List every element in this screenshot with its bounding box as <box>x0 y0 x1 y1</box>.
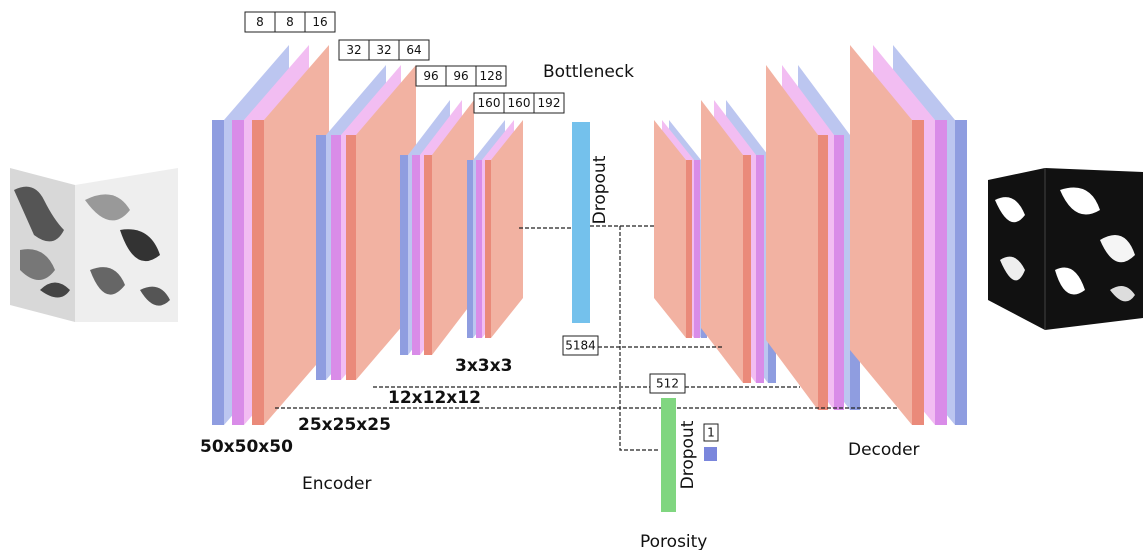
filter-cell <box>304 11 336 33</box>
filter-count: 160 <box>508 96 531 110</box>
bottleneck-label: Bottleneck <box>543 62 634 82</box>
layer-front <box>331 135 341 380</box>
output-cube <box>988 168 1143 330</box>
dense-box <box>649 373 686 394</box>
layer-front <box>694 160 700 338</box>
connections <box>275 225 897 451</box>
filter-cell <box>533 92 565 114</box>
layer-front <box>476 160 482 338</box>
layer-front <box>212 120 224 425</box>
feature-size: 25x25x25 <box>298 415 391 435</box>
output-box <box>703 423 719 442</box>
filter-count: 96 <box>423 69 438 83</box>
layer-front <box>400 155 408 355</box>
flatten-box <box>562 335 599 356</box>
layer <box>654 120 692 338</box>
flatten-size: 5184 <box>565 339 596 353</box>
dense-bar <box>661 398 676 512</box>
layer-slabs <box>212 45 967 425</box>
dropout-label: Dropout <box>590 155 610 224</box>
layer-front <box>424 155 432 355</box>
layer-front <box>818 135 828 410</box>
encoder-label: Encoder <box>302 474 372 494</box>
output-size: 1 <box>707 426 715 440</box>
dense-size: 512 <box>656 377 679 391</box>
layer-front <box>935 120 947 425</box>
layer-front <box>912 120 924 425</box>
layer-front <box>834 135 844 410</box>
layer-front <box>485 160 491 338</box>
layer <box>850 45 924 425</box>
layer-face <box>432 100 474 355</box>
feature-size: 12x12x12 <box>388 388 481 408</box>
filter-boxes: 8 8 16 50x50x50 32 32 64 25x25x25 96 96 128 12x12x1… <box>200 11 565 457</box>
layer <box>252 45 329 425</box>
dropout-bar <box>572 122 590 323</box>
layer-front <box>686 160 692 338</box>
filter-count: 16 <box>312 15 327 29</box>
output-unit <box>704 447 717 461</box>
layer-front <box>412 155 420 355</box>
layer-face <box>766 65 818 410</box>
filter-cell <box>475 65 507 87</box>
filter-count: 32 <box>346 43 361 57</box>
dropout-label: Dropout <box>678 420 698 489</box>
input-cube <box>10 168 178 322</box>
layer-front <box>467 160 473 338</box>
filter-cell <box>398 39 430 61</box>
layer <box>424 100 474 355</box>
feature-size: 50x50x50 <box>200 437 293 457</box>
layer <box>701 100 751 383</box>
decoder-label: Decoder <box>848 440 920 460</box>
layer <box>485 120 523 338</box>
layer-face <box>654 120 686 338</box>
layer-face <box>491 120 523 338</box>
filter-count: 160 <box>478 96 501 110</box>
layer-face <box>850 45 912 425</box>
layer-front <box>346 135 356 380</box>
layer-front <box>743 155 751 383</box>
layer-front <box>252 120 264 425</box>
layer <box>766 65 828 410</box>
layer-face <box>701 100 743 383</box>
layer-front <box>955 120 967 425</box>
porosity-label: Porosity <box>640 532 707 550</box>
feature-size: 3x3x3 <box>455 356 512 376</box>
filter-count: 128 <box>480 69 503 83</box>
filter-count: 96 <box>453 69 468 83</box>
filter-count: 32 <box>376 43 391 57</box>
filter-count: 8 <box>256 15 264 29</box>
layer-front <box>316 135 326 380</box>
layer-front <box>232 120 244 425</box>
filter-count: 8 <box>286 15 294 29</box>
layer-front <box>756 155 764 383</box>
filter-count: 192 <box>538 96 561 110</box>
layer-face <box>264 45 329 425</box>
filter-count: 64 <box>406 43 421 57</box>
